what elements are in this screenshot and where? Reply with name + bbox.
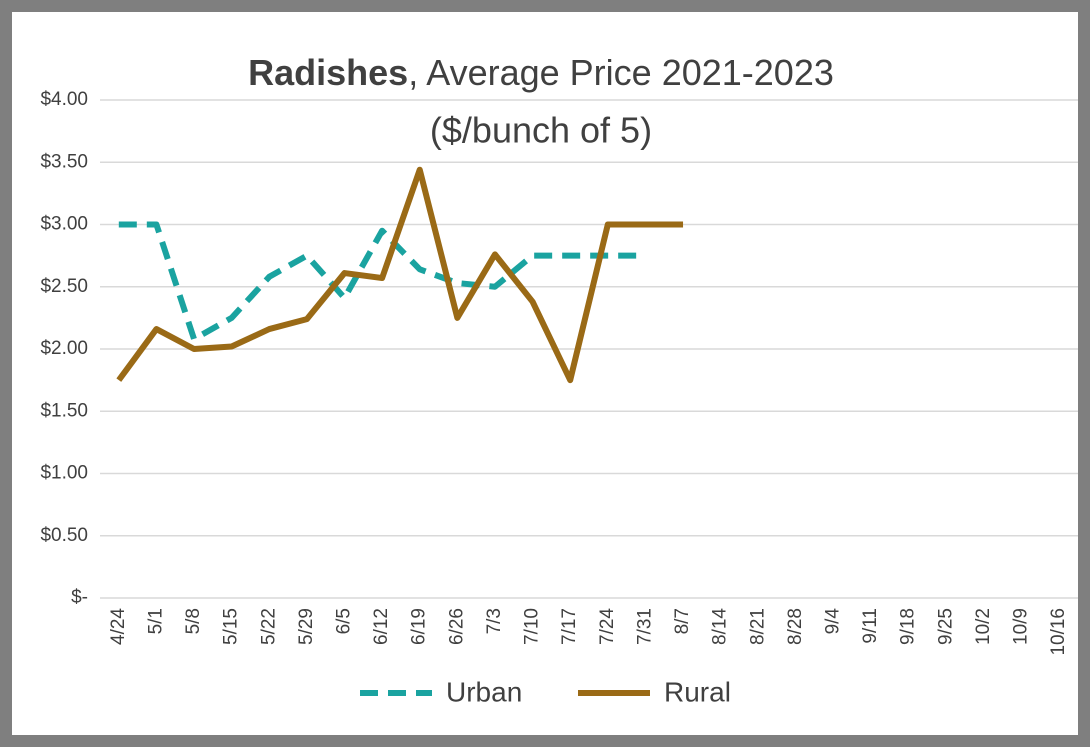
y-tick-label: $2.00 (40, 338, 88, 359)
series-line (116, 166, 684, 384)
x-tick-label: 9/4 (823, 608, 844, 635)
y-tick-label: $1.50 (40, 400, 88, 421)
x-tick-label: 7/3 (484, 608, 505, 634)
legend-label: Urban (446, 676, 522, 707)
x-tick-label: 5/15 (221, 608, 242, 645)
x-tick-label: 6/12 (371, 608, 392, 645)
x-tick-label: 8/21 (747, 608, 768, 645)
y-tick-label: $4.00 (40, 89, 88, 110)
x-tick-label: 9/11 (860, 608, 881, 644)
x-tick-label: 6/5 (334, 608, 355, 634)
title-bold: Radishes (248, 52, 408, 93)
x-tick-label: 8/14 (710, 608, 731, 645)
legend-label: Rural (664, 676, 731, 707)
x-tick-label: 10/2 (973, 608, 994, 645)
x-tick-label: 10/16 (1048, 608, 1069, 656)
x-tick-label: 7/10 (522, 608, 543, 645)
y-tick-label: $2.50 (40, 276, 88, 297)
chart-title: Radishes, Average Price 2021-2023 (248, 52, 834, 93)
x-tick-label: 8/7 (672, 608, 693, 634)
x-tick-label: 8/28 (785, 608, 806, 645)
x-tick-label: 9/18 (898, 608, 919, 645)
x-tick-label: 6/19 (409, 608, 430, 645)
x-tick-label: 6/26 (446, 608, 467, 645)
series-line (118, 221, 646, 343)
title-rest: , Average Price 2021-2023 (408, 52, 834, 93)
x-tick-label: 5/29 (296, 608, 317, 645)
y-tick-label: $- (71, 587, 88, 608)
x-tick-label: 7/24 (597, 608, 618, 645)
x-tick-label: 5/1 (145, 608, 166, 634)
x-tick-label: 9/25 (935, 608, 956, 645)
y-tick-label: $0.50 (40, 525, 88, 546)
x-tick-label: 4/24 (108, 608, 129, 645)
x-tick-label: 10/9 (1011, 608, 1032, 645)
y-tick-label: $3.50 (40, 151, 88, 172)
x-tick-label: 7/31 (634, 608, 655, 645)
chart-subtitle: ($/bunch of 5) (430, 110, 652, 151)
x-tick-label: 5/8 (183, 608, 204, 634)
y-tick-label: $3.00 (40, 214, 88, 235)
x-tick-label: 5/22 (258, 608, 279, 645)
x-tick-label: 7/17 (559, 608, 580, 645)
y-tick-label: $1.00 (40, 463, 88, 484)
